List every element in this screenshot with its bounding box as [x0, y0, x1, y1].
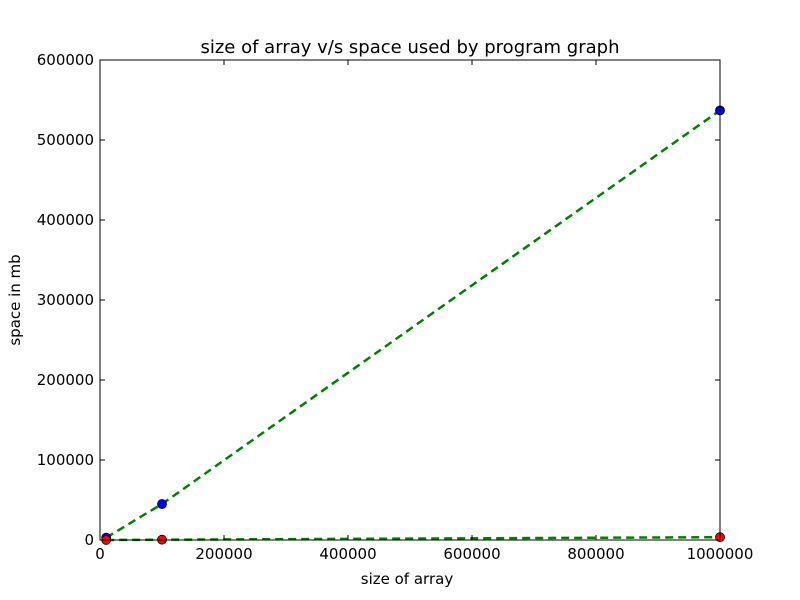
y-tick-label: 0: [84, 531, 94, 549]
x-tick-label: 600000: [443, 545, 500, 563]
y-tick-label: 500000: [37, 131, 94, 149]
series-1-point: [157, 499, 167, 509]
chart-title: size of array v/s space used by program …: [200, 37, 619, 58]
y-axis-label: space in mb: [6, 254, 24, 345]
x-tick-label: 200000: [195, 545, 252, 563]
series-layer: [101, 105, 725, 545]
y-tick-label: 200000: [37, 371, 94, 389]
tick-layer: 0 200000 400000 600000 800000 1000000 0 100000 2…: [37, 51, 754, 563]
x-tick-label: 1000000: [687, 545, 754, 563]
series-1-line: [105, 109, 721, 539]
x-axis-label: size of array: [361, 570, 454, 588]
y-tick-label: 400000: [37, 211, 94, 229]
y-tick-label: 100000: [37, 451, 94, 469]
y-tick-label: 600000: [37, 51, 94, 69]
x-tick-label: 0: [95, 545, 105, 563]
x-tick-label: 800000: [567, 545, 624, 563]
plot-frame: [99, 59, 721, 541]
x-tick-label: 400000: [319, 545, 376, 563]
y-tick-label: 300000: [37, 291, 94, 309]
